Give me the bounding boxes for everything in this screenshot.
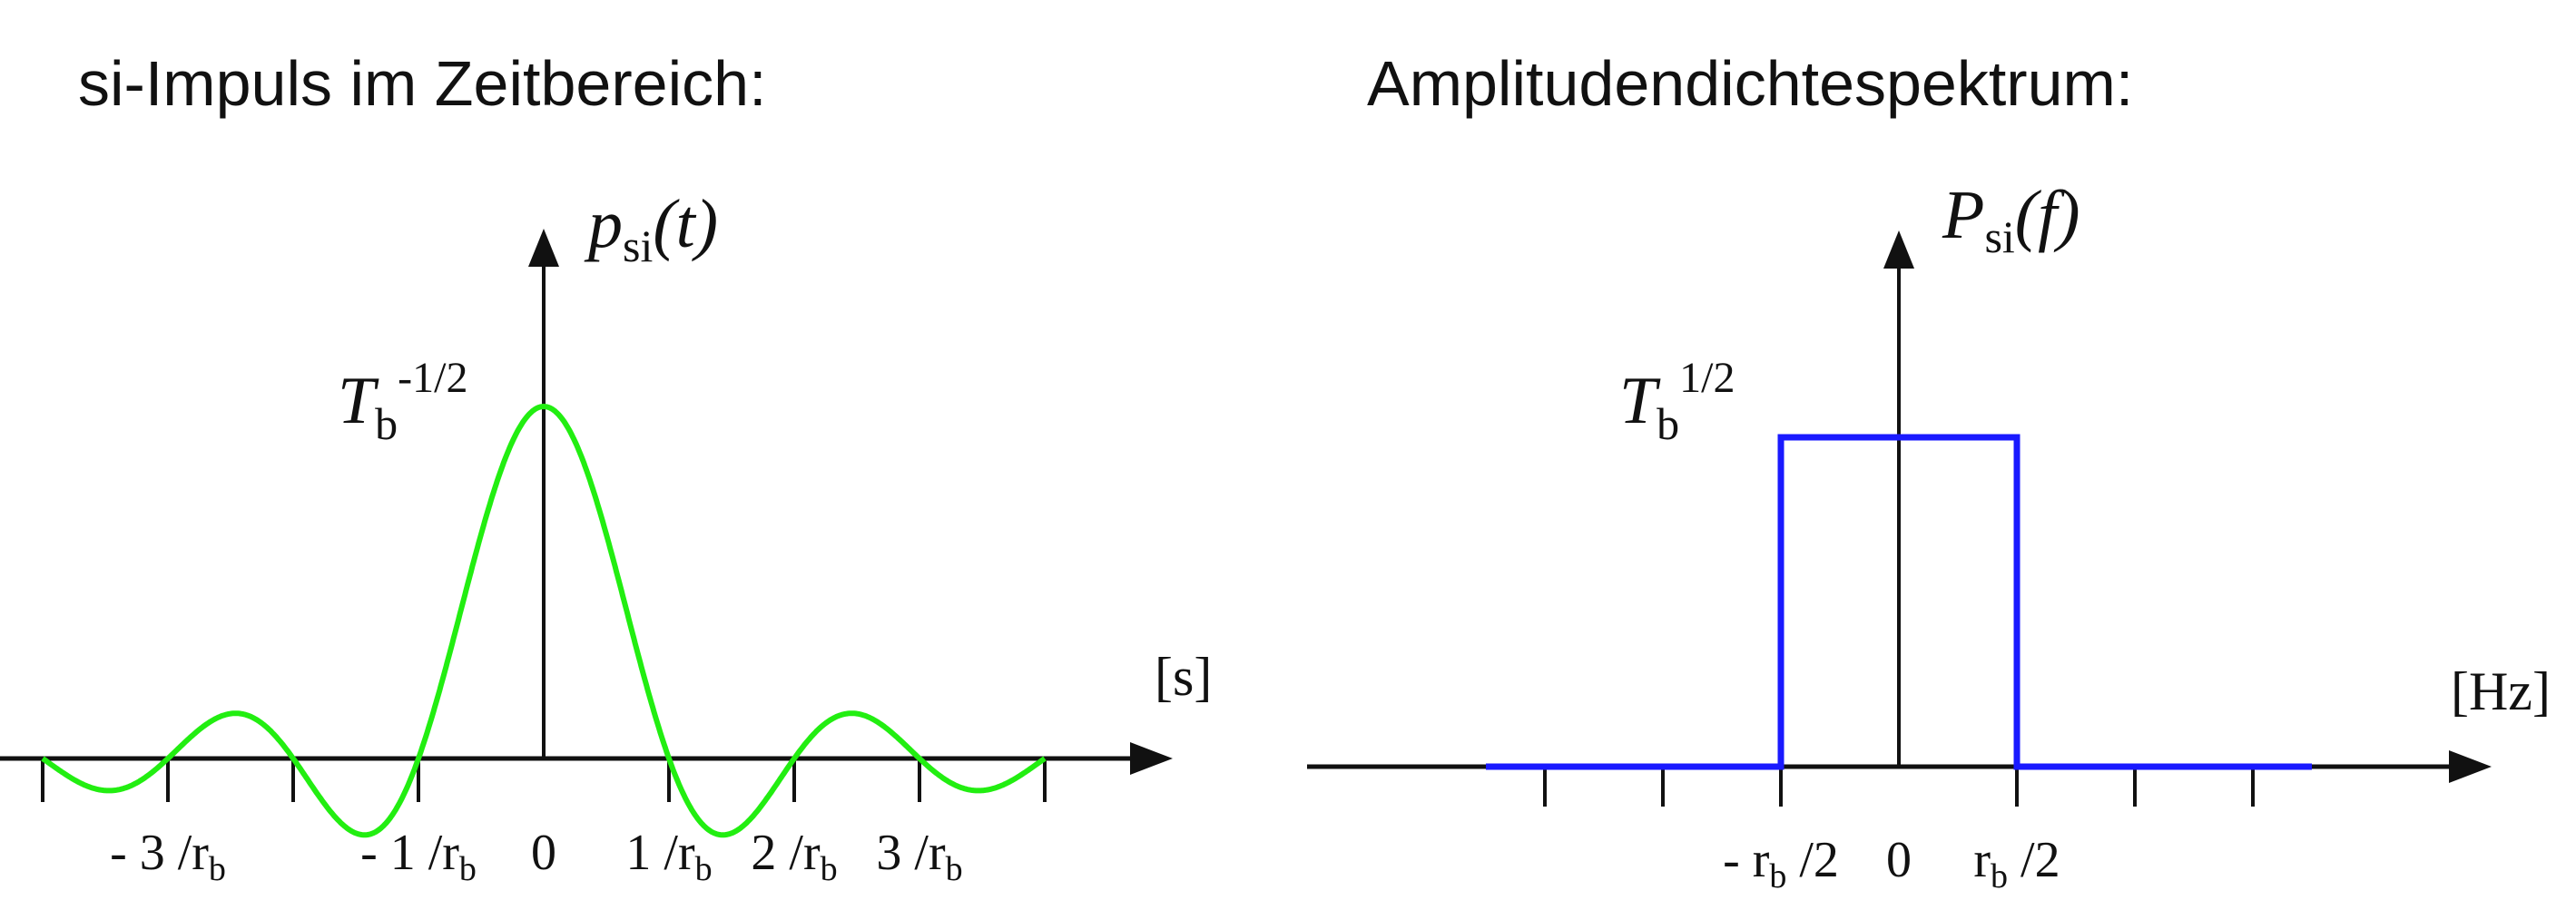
freq-x-axis-arrow: [2449, 750, 2492, 783]
time-ticks: [41, 758, 1047, 802]
time-peak-label: Tb-1/2: [338, 354, 467, 449]
time-tick-label-6: 2 /rb: [751, 825, 837, 888]
freq-tick-label-4: rb /2: [1973, 832, 2060, 895]
time-tick-labels: - 3 /rb - 1 /rb 0 1 /rb 2 /rb 3 /rb: [110, 825, 963, 888]
time-y-axis-arrow: [528, 229, 559, 267]
spectrum-title: Amplitudendichtespektrum:: [1367, 48, 2134, 119]
freq-level-label: Tb1/2: [1619, 354, 1735, 449]
spectrum-chart: Psi(f) Tb1/2 [Hz] - rb /2 0 rb /2: [1307, 177, 2551, 895]
freq-y-axis-arrow: [1883, 230, 1914, 269]
time-domain-chart: psi(t) Tb-1/2 [s] - 3 /rb - 1 /rb 0 1 /rb 2 …: [0, 186, 1212, 888]
time-unit-label: [s]: [1155, 647, 1212, 707]
freq-tick-labels: - rb /2 0 rb /2: [1723, 832, 2060, 895]
time-tick-label-3: - 1 /rb: [360, 825, 477, 888]
time-tick-label-4: 0: [531, 825, 556, 881]
freq-tick-label-3: 0: [1886, 832, 1912, 888]
time-y-axis-label: psi(t): [584, 186, 718, 271]
time-tick-label-5: 1 /rb: [625, 825, 712, 888]
freq-y-axis-label: Psi(f): [1942, 177, 2080, 262]
si-pulse-curve: [41, 404, 1047, 838]
freq-tick-label-2: - rb /2: [1723, 832, 1839, 895]
time-tick-label-7: 3 /rb: [876, 825, 962, 888]
freq-unit-label: [Hz]: [2451, 661, 2551, 721]
time-tick-label-1: - 3 /rb: [110, 825, 226, 888]
freq-ticks: [1543, 767, 2255, 807]
rect-spectrum-curve: [1486, 434, 2312, 770]
time-x-axis-arrow: [1130, 742, 1173, 775]
time-domain-title: si-Impuls im Zeitbereich:: [78, 48, 767, 119]
